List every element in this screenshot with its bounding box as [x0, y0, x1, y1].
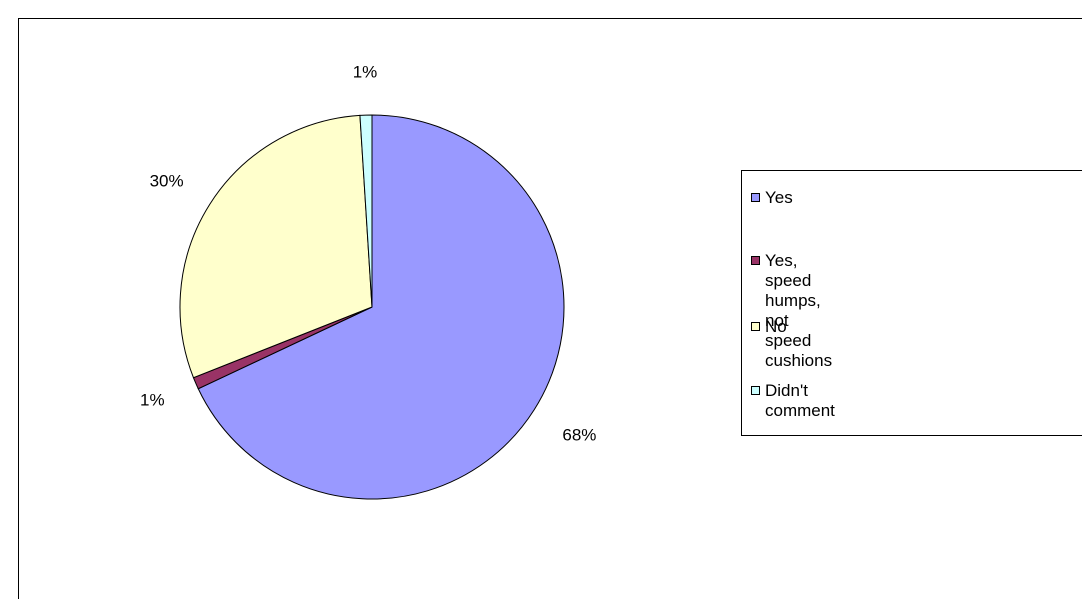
legend-label-speed-humps: Yes, speed humps, not speed cushions — [765, 251, 833, 370]
legend: Yes Yes, speed humps, not speed cushions… — [741, 170, 1082, 436]
pie-slice-didnt-comment — [359, 114, 373, 308]
legend-label-didnt-comment: Didn't comment — [765, 381, 835, 420]
data-label-didnt-comment: 1% — [353, 63, 378, 82]
legend-swatch-yes — [751, 193, 760, 202]
legend-swatch-didnt-comment — [751, 386, 760, 395]
pie-slice-no — [179, 114, 373, 379]
data-label-no: 30% — [150, 171, 184, 190]
legend-label-yes: Yes — [765, 188, 793, 207]
legend-label-no: No — [765, 317, 787, 336]
data-label-speed-humps: 1% — [140, 391, 165, 410]
data-label-yes: 68% — [562, 425, 596, 444]
legend-swatch-no — [751, 322, 760, 331]
legend-swatch-speed-humps — [751, 256, 760, 265]
pie-slice-yes — [197, 114, 565, 500]
